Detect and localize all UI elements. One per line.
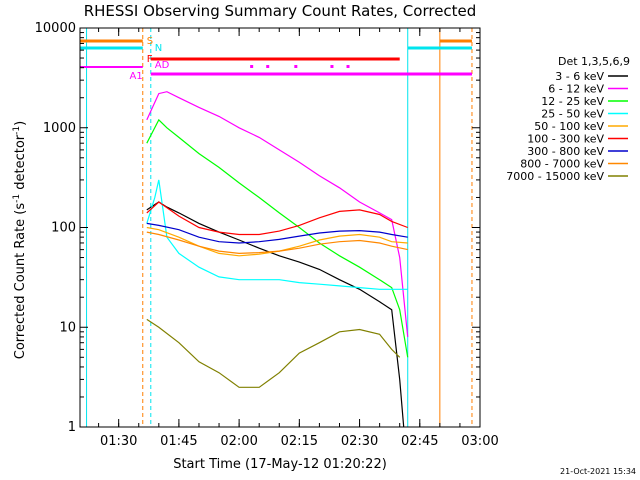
y-axis-label-sup1: -1 xyxy=(12,194,22,203)
decimation-flag-mark xyxy=(294,65,298,68)
plot-frame xyxy=(79,27,481,428)
x-tick-label: 01:30 xyxy=(100,434,137,449)
series-line xyxy=(146,118,409,358)
legend-label: 12 - 25 keV xyxy=(541,95,604,108)
series-line xyxy=(146,179,408,290)
axes-layer: 01:30 01:45 02:00 02:15 02:30 02:45 03:00 1 10 10… xyxy=(35,21,499,449)
x-tick-label: 01:45 xyxy=(160,434,197,449)
x-tick-label: 03:00 xyxy=(461,434,498,449)
legend-label: 800 - 7000 keV xyxy=(520,158,604,171)
y-axis-label-end: ) xyxy=(13,121,28,126)
legend-label: 300 - 800 keV xyxy=(527,145,604,158)
generation-timestamp: 21-Oct-2021 15:34 xyxy=(560,467,636,476)
x-tick-label: 02:30 xyxy=(341,434,378,449)
series-line xyxy=(146,91,409,337)
legend-label: 100 - 300 keV xyxy=(527,133,604,146)
flag-label: N xyxy=(155,43,162,54)
series-layer xyxy=(146,91,409,428)
x-tick-label: 02:15 xyxy=(281,434,318,449)
y-axis-label-main: Corrected Count Rate (s xyxy=(13,203,28,360)
y-tick-label: 1 xyxy=(68,420,76,435)
decimation-flag-mark xyxy=(346,65,350,68)
legend-label: 50 - 100 keV xyxy=(534,120,604,133)
y-axis-label-sup2: -1 xyxy=(12,126,22,135)
y-axis-label: Corrected Count Rate (s-1 detector-1) xyxy=(12,121,28,359)
y-axis-label-mid: detector xyxy=(13,134,28,194)
decimation-flag-mark xyxy=(250,65,254,68)
legend-title: Det 1,3,5,6,9 xyxy=(558,55,630,68)
y-tick-label: 10 xyxy=(59,320,76,335)
legend-label: 25 - 50 keV xyxy=(541,108,604,121)
flag-label: S xyxy=(147,36,153,47)
flag-label: A1 xyxy=(130,71,143,82)
series-line xyxy=(146,231,408,255)
decimation-flag-mark xyxy=(330,65,334,68)
flag-label: F xyxy=(147,54,153,65)
legend-label: 3 - 6 keV xyxy=(555,70,604,83)
y-tick-label: 10000 xyxy=(35,21,76,36)
decimation-flag-mark xyxy=(266,65,270,68)
legend-label: 7000 - 15000 keV xyxy=(506,170,604,183)
chart-title: RHESSI Observing Summary Count Rates, Co… xyxy=(84,2,477,20)
series-line xyxy=(146,201,405,428)
x-tick-label: 02:45 xyxy=(401,434,438,449)
x-axis-label: Start Time (17-May-12 01:20:22) xyxy=(173,457,387,472)
y-tick-label: 1000 xyxy=(43,121,76,136)
x-tick-label: 02:00 xyxy=(220,434,257,449)
flag-label: AD xyxy=(155,60,170,71)
series-line xyxy=(146,201,408,236)
y-tick-label: 100 xyxy=(51,221,76,236)
series-line xyxy=(146,222,408,244)
legend-label: 6 - 12 keV xyxy=(548,83,604,96)
series-line xyxy=(146,318,401,388)
